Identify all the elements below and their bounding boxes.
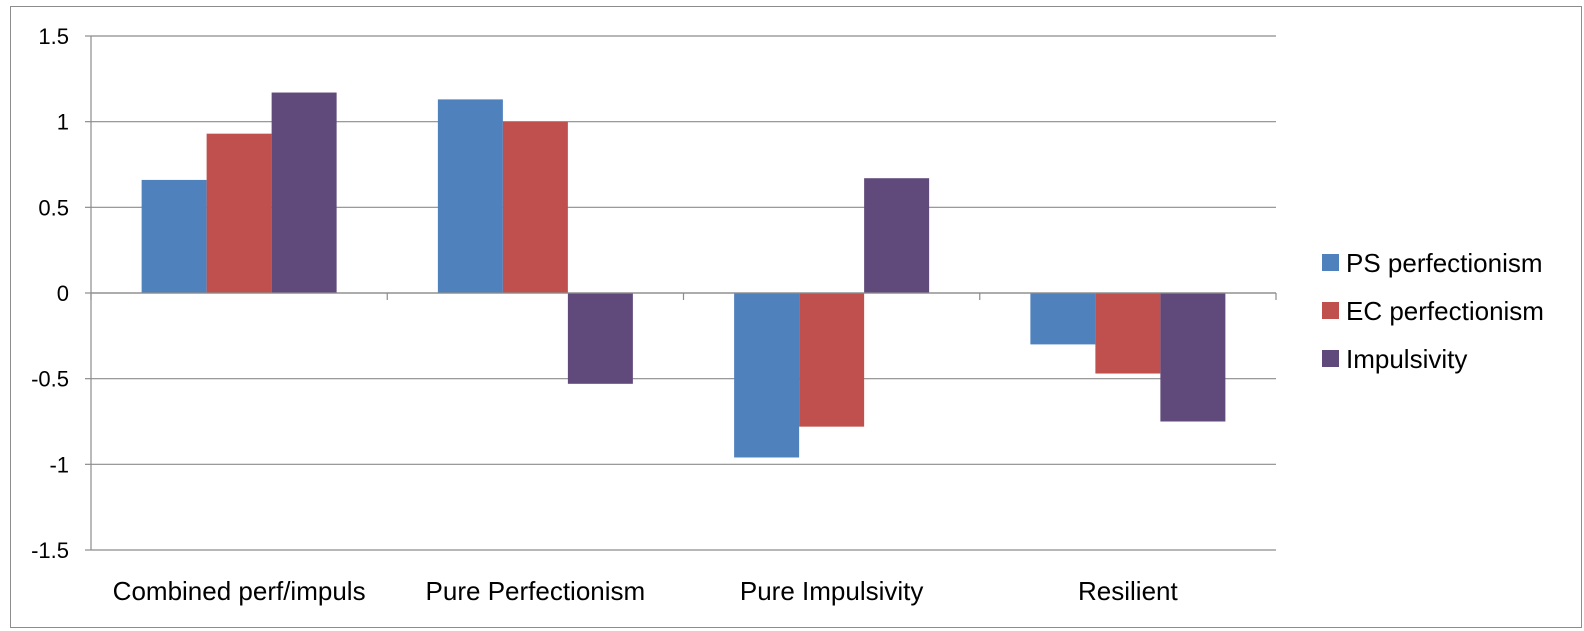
y-tick-label: -1.5	[31, 538, 69, 563]
legend-swatch	[1322, 254, 1339, 271]
bar	[864, 178, 930, 293]
y-tick-label: -1	[49, 452, 69, 477]
bar	[206, 133, 272, 293]
bar	[567, 293, 633, 384]
y-tick-label: 0	[57, 281, 69, 306]
bar	[1095, 293, 1161, 374]
y-tick-label: 1	[57, 110, 69, 135]
x-category-label: Resilient	[1078, 576, 1178, 606]
bar	[271, 92, 337, 293]
axes	[85, 35, 1277, 551]
bar	[1030, 293, 1096, 345]
bar	[734, 293, 800, 458]
legend-item: Impulsivity	[1322, 344, 1467, 374]
bar	[1160, 293, 1226, 422]
bar	[141, 179, 207, 293]
legend-label: Impulsivity	[1346, 344, 1467, 374]
legend-label: EC perfectionism	[1346, 296, 1544, 326]
legend-item: EC perfectionism	[1322, 296, 1544, 326]
x-category-label: Combined perf/impuls	[113, 576, 366, 606]
bar	[437, 99, 503, 293]
bar	[502, 121, 568, 294]
y-tick-label: 0.5	[38, 195, 69, 220]
legend-swatch	[1322, 350, 1339, 367]
x-category-label: Pure Perfectionism	[426, 576, 646, 606]
bar	[799, 293, 865, 427]
legend-swatch	[1322, 302, 1339, 319]
legend: PS perfectionism EC perfectionism Impulsiv…	[1322, 248, 1544, 374]
legend-item: PS perfectionism	[1322, 248, 1543, 278]
y-tick-label: -0.5	[31, 367, 69, 392]
x-category-label: Pure Impulsivity	[740, 576, 924, 606]
bars	[141, 92, 1226, 458]
legend-label: PS perfectionism	[1346, 248, 1543, 278]
y-tick-label: 1.5	[38, 24, 69, 49]
axis-labels: 1.5 1 0.5 0 -0.5 -1 -1.5 Combined perf/impuls Pu…	[31, 24, 1178, 606]
